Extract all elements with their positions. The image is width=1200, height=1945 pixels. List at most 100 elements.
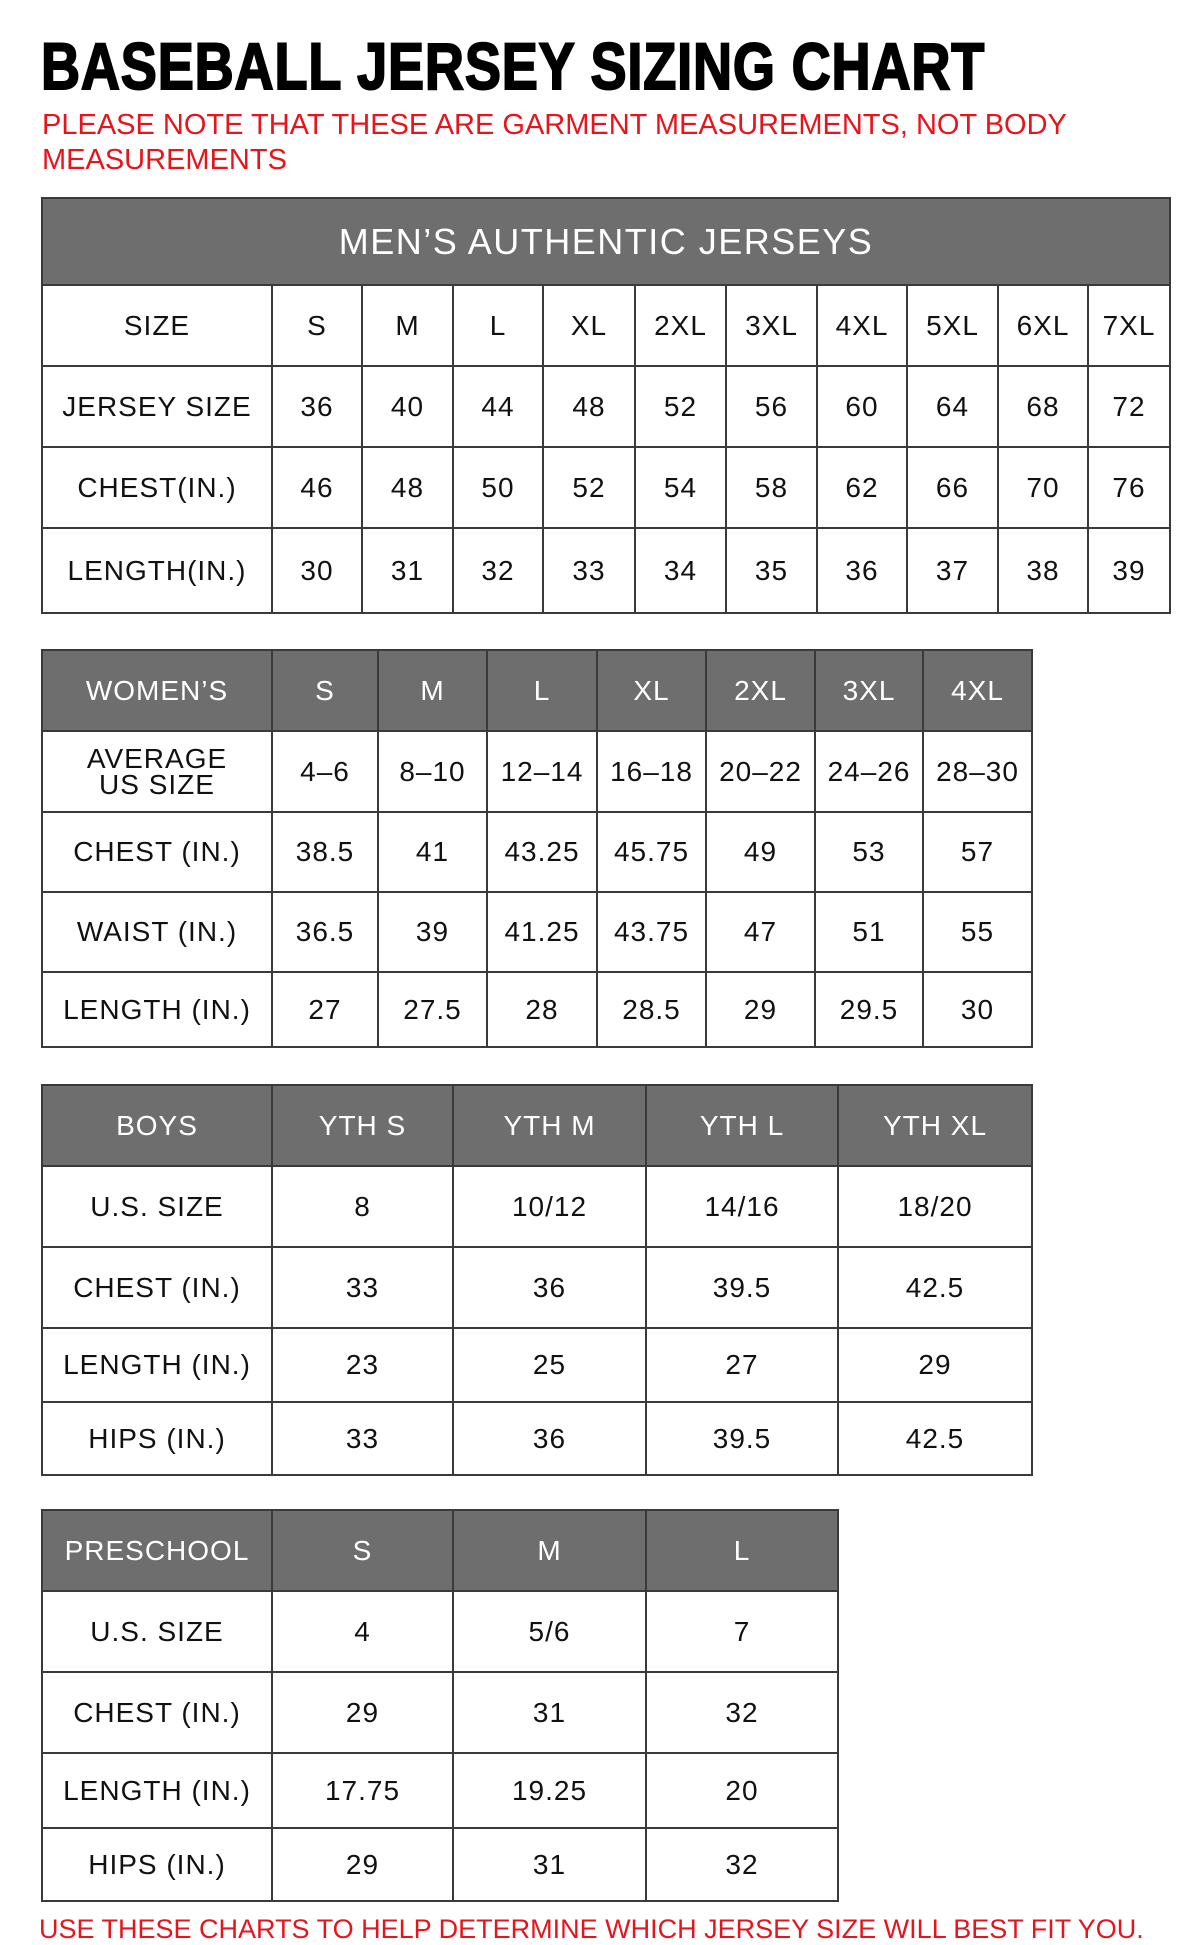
size-header-cell: 7XL [1087,284,1171,367]
value-cell: 35 [725,527,818,614]
size-header-cell: L [486,649,598,732]
value-cell: 4 [271,1590,454,1673]
value-cell: 29 [271,1671,454,1754]
value-cell: 70 [997,446,1089,529]
row-label-cell: LENGTH (IN.) [41,1752,273,1829]
size-header-cell: XL [542,284,636,367]
table-row: CHEST (IN.) 38.5 41 43.25 45.75 49 53 57 [41,811,1033,893]
value-cell: 42.5 [837,1246,1033,1329]
size-header-cell: YTH XL [837,1084,1033,1167]
value-cell: 20 [645,1752,839,1829]
value-cell: 36 [816,527,908,614]
header-label-cell: WOMEN’S [41,649,273,732]
value-cell: 38.5 [271,811,379,893]
value-cell: 39.5 [645,1401,839,1476]
value-cell: 25 [452,1327,647,1403]
value-cell: 41 [377,811,488,893]
size-header-cell: YTH S [271,1084,454,1167]
row-label-cell: U.S. SIZE [41,1590,273,1673]
value-cell: 20–22 [705,730,816,813]
value-cell: 37 [906,527,999,614]
size-header-cell: XL [596,649,707,732]
womens-size-table: WOMEN’S S M L XL 2XL 3XL 4XL AVERAGE US SIZE 4–6 8… [41,649,1033,1048]
value-cell: 66 [906,446,999,529]
value-cell: 29 [271,1827,454,1902]
size-header-cell: S [271,284,363,367]
table-row: LENGTH (IN.) 23 25 27 29 [41,1327,1033,1403]
size-header-cell: YTH L [645,1084,839,1167]
header-label-cell: BOYS [41,1084,273,1167]
value-cell: 28 [486,971,598,1048]
value-cell: 29 [705,971,816,1048]
value-cell: 47 [705,891,816,973]
size-header-cell: M [377,649,488,732]
row-label-cell: WAIST (IN.) [41,891,273,973]
row-label-cell: AVERAGE US SIZE [41,730,273,813]
value-cell: 32 [645,1671,839,1754]
value-cell: 30 [271,527,363,614]
value-cell: 57 [922,811,1033,893]
value-cell: 28.5 [596,971,707,1048]
value-cell: 29 [837,1327,1033,1403]
value-cell: 50 [452,446,544,529]
size-header-cell: 2XL [634,284,727,367]
value-cell: 31 [452,1671,647,1754]
size-header-cell: 4XL [922,649,1033,732]
value-cell: 58 [725,446,818,529]
value-cell: 39 [1087,527,1171,614]
table-row: AVERAGE US SIZE 4–6 8–10 12–14 16–18 20–22 24–… [41,730,1033,813]
value-cell: 44 [452,365,544,448]
value-cell: 5/6 [452,1590,647,1673]
mens-size-table: MEN’S AUTHENTIC JERSEYS SIZE S M L XL 2XL 3XL 4X… [41,197,1171,614]
value-cell: 32 [452,527,544,614]
size-header-cell: 3XL [725,284,818,367]
value-cell: 46 [271,446,363,529]
value-cell: 60 [816,365,908,448]
value-cell: 62 [816,446,908,529]
size-header-cell: L [645,1509,839,1592]
value-cell: 36 [452,1246,647,1329]
value-cell: 27 [271,971,379,1048]
value-cell: 76 [1087,446,1171,529]
value-cell: 14/16 [645,1165,839,1248]
value-cell: 52 [634,365,727,448]
row-label-cell: LENGTH (IN.) [41,971,273,1048]
value-cell: 31 [452,1827,647,1902]
table-row: LENGTH (IN.) 17.75 19.25 20 [41,1752,839,1829]
table-row: U.S. SIZE 4 5/6 7 [41,1590,839,1673]
value-cell: 49 [705,811,816,893]
header-label-cell: SIZE [41,284,273,367]
value-cell: 16–18 [596,730,707,813]
table-row: WAIST (IN.) 36.5 39 41.25 43.75 47 51 55 [41,891,1033,973]
table-header-row: PRESCHOOL S M L [41,1509,839,1592]
value-cell: 45.75 [596,811,707,893]
preschool-size-table: PRESCHOOL S M L U.S. SIZE 4 5/6 7 CHEST (IN.) 29 3… [41,1509,839,1902]
value-cell: 42.5 [837,1401,1033,1476]
table-row: CHEST (IN.) 29 31 32 [41,1671,839,1754]
value-cell: 53 [814,811,924,893]
value-cell: 32 [645,1827,839,1902]
row-label-cell: JERSEY SIZE [41,365,273,448]
table-row: CHEST (IN.) 33 36 39.5 42.5 [41,1246,1033,1329]
value-cell: 55 [922,891,1033,973]
value-cell: 10/12 [452,1165,647,1248]
value-cell: 12–14 [486,730,598,813]
value-cell: 51 [814,891,924,973]
row-label-cell: CHEST (IN.) [41,1671,273,1754]
table-row: LENGTH (IN.) 27 27.5 28 28.5 29 29.5 30 [41,971,1033,1048]
value-cell: 36.5 [271,891,379,973]
value-cell: 33 [271,1246,454,1329]
size-header-cell: S [271,1509,454,1592]
row-label-cell: U.S. SIZE [41,1165,273,1248]
value-cell: 52 [542,446,636,529]
value-cell: 33 [271,1401,454,1476]
value-cell: 68 [997,365,1089,448]
value-cell: 8–10 [377,730,488,813]
size-header-cell: 3XL [814,649,924,732]
garment-note-line-2: MEASUREMENTS [42,144,287,176]
value-cell: 48 [542,365,636,448]
value-cell: 23 [271,1327,454,1403]
value-cell: 19.25 [452,1752,647,1829]
value-cell: 33 [542,527,636,614]
value-cell: 8 [271,1165,454,1248]
